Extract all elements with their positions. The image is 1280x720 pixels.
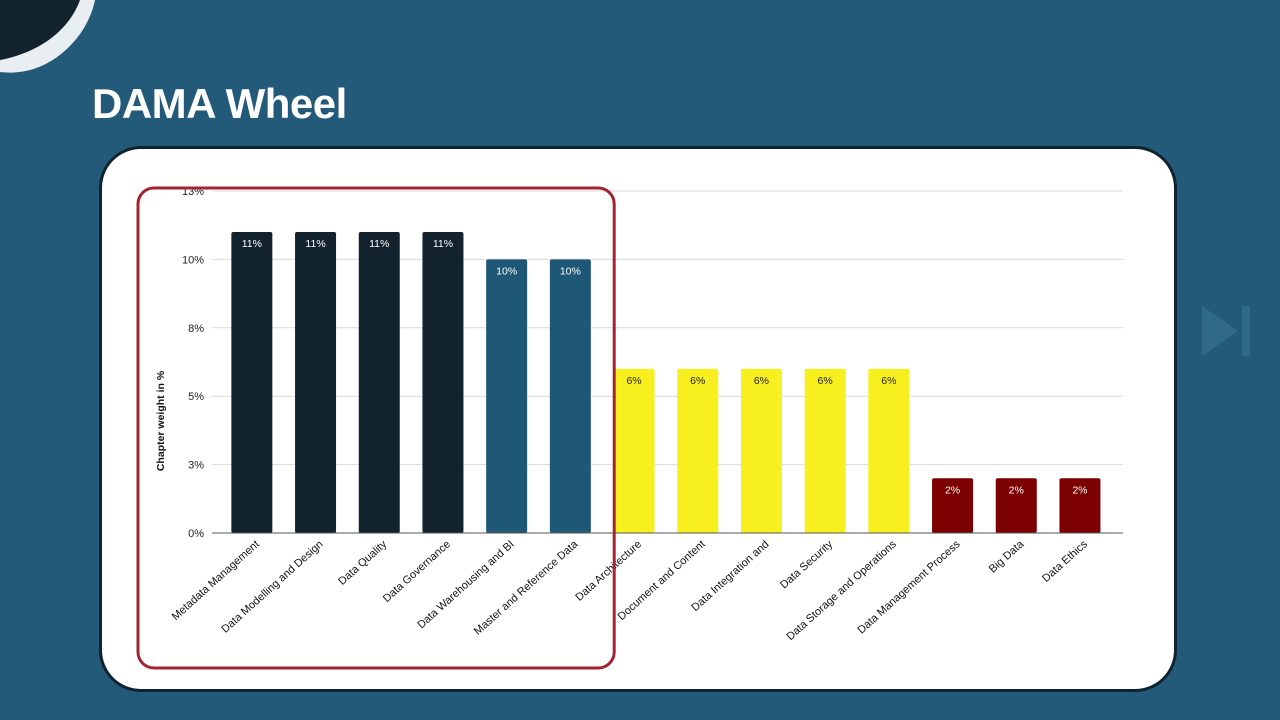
bar bbox=[868, 368, 910, 533]
y-tick-label: 0% bbox=[188, 528, 204, 540]
data-label: 2% bbox=[945, 484, 960, 496]
data-label: 11% bbox=[242, 238, 262, 250]
data-label: 10% bbox=[560, 265, 581, 277]
highlight-box bbox=[136, 186, 616, 670]
bar bbox=[422, 232, 464, 534]
category-label: Data Management Process bbox=[855, 538, 962, 636]
bar bbox=[804, 368, 846, 533]
category-label: Data Security bbox=[778, 538, 835, 591]
bars bbox=[231, 232, 1101, 534]
category-label: Master and Reference Data bbox=[472, 538, 581, 638]
category-label: Data Governance bbox=[381, 538, 453, 605]
data-label: 6% bbox=[690, 375, 705, 387]
y-tick-label: 8% bbox=[188, 323, 204, 335]
data-label: 10% bbox=[496, 265, 517, 277]
data-label: 2% bbox=[1072, 484, 1087, 496]
data-label: 6% bbox=[881, 375, 896, 387]
slide-title: DAMA Wheel bbox=[92, 80, 347, 127]
y-axis-ticks: 0%3%5%8%10%13% bbox=[182, 186, 204, 540]
data-label: 11% bbox=[305, 238, 325, 250]
category-label: Data Architecture bbox=[573, 538, 644, 603]
y-tick-label: 3% bbox=[188, 460, 204, 472]
bar bbox=[613, 368, 655, 533]
data-label: 2% bbox=[1009, 484, 1024, 496]
category-label: Data Storage and Operations bbox=[784, 538, 899, 643]
data-label: 11% bbox=[369, 238, 389, 250]
category-label: Data Ethics bbox=[1040, 538, 1090, 585]
bar bbox=[995, 478, 1037, 533]
data-labels: 11% 11% 11% 11% 10% 10% 6% 6% 6% 6% 6% 2% 2% 2% bbox=[242, 238, 1088, 496]
bar bbox=[932, 478, 974, 533]
bar bbox=[231, 232, 273, 534]
category-label: Big Data bbox=[987, 538, 1027, 576]
bar bbox=[549, 259, 591, 533]
y-tick-label: 10% bbox=[182, 254, 204, 266]
data-label: 11% bbox=[433, 238, 453, 250]
gridlines bbox=[212, 190, 1123, 466]
bar bbox=[1059, 478, 1101, 533]
bar bbox=[295, 232, 337, 534]
bar bbox=[486, 259, 528, 533]
category-label: Data Modelling and Design bbox=[219, 538, 325, 635]
data-label: 6% bbox=[754, 375, 769, 387]
corner-decoration bbox=[0, 0, 95, 73]
bar bbox=[358, 232, 400, 534]
y-tick-label: 5% bbox=[188, 391, 204, 403]
bar bbox=[740, 368, 782, 533]
next-slide-icon[interactable] bbox=[1198, 300, 1256, 362]
bar bbox=[677, 368, 719, 533]
y-axis-title: Chapter weight in % bbox=[155, 370, 167, 471]
category-label: Data Quality bbox=[336, 538, 389, 588]
data-label: 6% bbox=[626, 375, 641, 387]
data-label: 6% bbox=[818, 375, 833, 387]
